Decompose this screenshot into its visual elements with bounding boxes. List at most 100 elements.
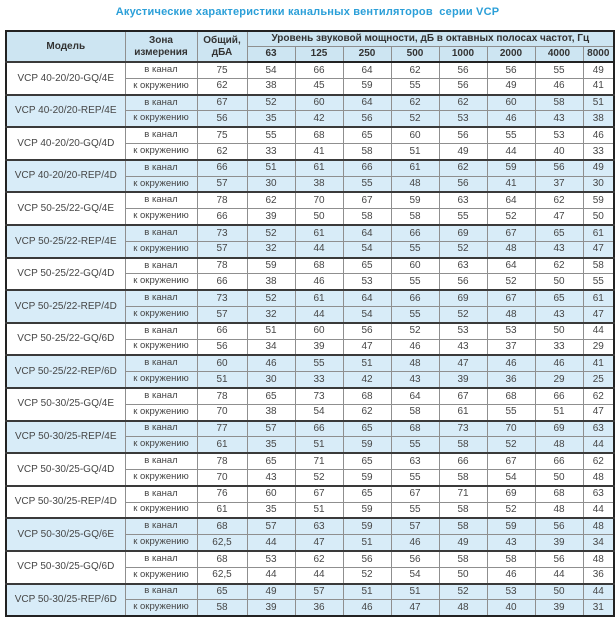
level-cell: 51 — [342, 354, 392, 373]
level-cell: 66 — [390, 223, 440, 242]
level-cell: 49 — [486, 77, 536, 96]
level-cell: 56 — [534, 517, 584, 536]
level-cell: 60 — [390, 126, 440, 144]
level-cell: 65 — [342, 452, 392, 470]
level-cell: 65 — [246, 452, 296, 470]
table-row: VCP 40-20/20-GQ/4D в канал 75 55 68 65 60 56 55 5… — [5, 126, 615, 161]
dba-cell: 62 — [196, 142, 248, 161]
level-cell: 55 — [486, 403, 536, 422]
level-cell: 57 — [294, 582, 344, 601]
level-cell: 47 — [390, 599, 440, 617]
level-cell: 62 — [342, 403, 392, 422]
table-header: Модель Зона измерения Общий, дБА Уровень… — [5, 30, 615, 63]
model-name-cell: VCP 50-30/25-GQ/6E — [5, 517, 126, 552]
level-cell: 31 — [582, 599, 615, 617]
level-cell: 64 — [390, 386, 440, 405]
level-cell: 55 — [438, 208, 488, 226]
level-cell: 66 — [342, 158, 392, 177]
zone-cell: к окружению — [124, 371, 198, 389]
level-cell: 59 — [342, 501, 392, 519]
level-cell: 59 — [246, 256, 296, 275]
level-cell: 43 — [438, 338, 488, 356]
level-cell: 41 — [582, 77, 615, 96]
model-name-cell: VCP 40-20/20-REP/4D — [5, 158, 126, 193]
table-row: VCP 50-30/25-REP/4E в канал 77 57 66 65 68 73 70… — [5, 419, 615, 454]
dba-cell: 73 — [196, 223, 248, 242]
zone-cell: к окружению — [124, 142, 198, 161]
level-cell: 59 — [486, 517, 536, 536]
level-cell: 64 — [486, 191, 536, 210]
level-cell: 58 — [390, 403, 440, 422]
level-cell: 56 — [534, 158, 584, 177]
table-row: к окружению 61 35 51 59 55 58 52 48 44 — [6, 501, 615, 519]
level-cell: 52 — [246, 223, 296, 242]
level-cell: 39 — [534, 599, 584, 617]
level-cell: 61 — [582, 223, 615, 242]
level-cell: 44 — [582, 501, 615, 519]
level-cell: 62 — [534, 256, 584, 275]
dba-cell: 57 — [196, 305, 248, 324]
zone-cell: в канал — [124, 191, 198, 210]
level-cell: 55 — [486, 126, 536, 144]
level-cell: 69 — [486, 484, 536, 503]
level-cell: 52 — [294, 468, 344, 487]
level-cell: 52 — [486, 436, 536, 454]
level-cell: 37 — [486, 338, 536, 356]
table-row: VCP 50-25/22-GQ/4D в канал 78 59 68 65 60 63 64 6… — [5, 256, 615, 291]
table-row: к окружению 51 30 33 42 43 39 36 29 25 — [6, 371, 615, 389]
level-cell: 33 — [294, 371, 344, 389]
dba-cell: 57 — [196, 240, 248, 259]
level-cell: 58 — [438, 436, 488, 454]
level-cell: 43 — [390, 371, 440, 389]
catalog-page: Акустические характеристики канальных ве… — [5, 6, 615, 617]
level-cell: 66 — [534, 452, 584, 470]
table-row: VCP 50-30/25-REP/6D в канал 65 49 57 51 51 52 53… — [5, 582, 615, 617]
level-cell: 51 — [342, 534, 392, 552]
level-cell: 53 — [246, 549, 296, 568]
dba-cell: 76 — [196, 484, 248, 503]
level-cell: 38 — [294, 175, 344, 193]
table-row: VCP 50-30/25-GQ/6D в канал 68 53 62 56 56 58 58 5… — [5, 549, 615, 584]
header-row-top: Модель Зона измерения Общий, дБА Уровень… — [5, 30, 615, 63]
level-cell: 51 — [246, 158, 296, 177]
level-cell: 56 — [438, 60, 488, 79]
level-cell: 55 — [390, 240, 440, 259]
zone-cell: в канал — [124, 321, 198, 340]
level-cell: 61 — [438, 403, 488, 422]
level-cell: 49 — [438, 142, 488, 161]
level-cell: 68 — [294, 126, 344, 144]
level-cell: 38 — [246, 403, 296, 422]
level-cell: 68 — [534, 484, 584, 503]
level-cell: 58 — [438, 517, 488, 536]
level-cell: 46 — [342, 599, 392, 617]
level-cell: 62 — [582, 452, 615, 470]
model-name-cell: VCP 50-25/22-REP/6D — [5, 354, 126, 389]
level-cell: 46 — [582, 126, 615, 144]
level-cell: 49 — [582, 60, 615, 79]
dba-cell: 66 — [196, 321, 248, 340]
level-cell: 35 — [246, 110, 296, 128]
level-cell: 35 — [246, 436, 296, 454]
level-cell: 47 — [438, 354, 488, 373]
level-cell: 63 — [390, 452, 440, 470]
level-cell: 58 — [342, 208, 392, 226]
level-cell: 48 — [486, 305, 536, 324]
level-cell: 44 — [486, 142, 536, 161]
level-cell: 51 — [582, 93, 615, 112]
level-cell: 50 — [534, 468, 584, 487]
level-cell: 39 — [294, 338, 344, 356]
level-cell: 54 — [342, 305, 392, 324]
level-cell: 46 — [246, 354, 296, 373]
level-cell: 53 — [486, 321, 536, 340]
dba-cell: 68 — [196, 549, 248, 568]
level-cell: 54 — [246, 60, 296, 79]
level-cell: 44 — [246, 534, 296, 552]
level-cell: 54 — [486, 468, 536, 487]
table-row: VCP 50-25/22-REP/6D в канал 60 46 55 51 48 47 46… — [5, 354, 615, 389]
level-cell: 65 — [342, 419, 392, 438]
zone-cell: к окружению — [124, 240, 198, 259]
table-row: к окружению 56 34 39 47 46 43 37 33 29 — [6, 338, 615, 356]
zone-cell: к окружению — [124, 436, 198, 454]
zone-cell: в канал — [124, 386, 198, 405]
level-cell: 52 — [246, 289, 296, 307]
